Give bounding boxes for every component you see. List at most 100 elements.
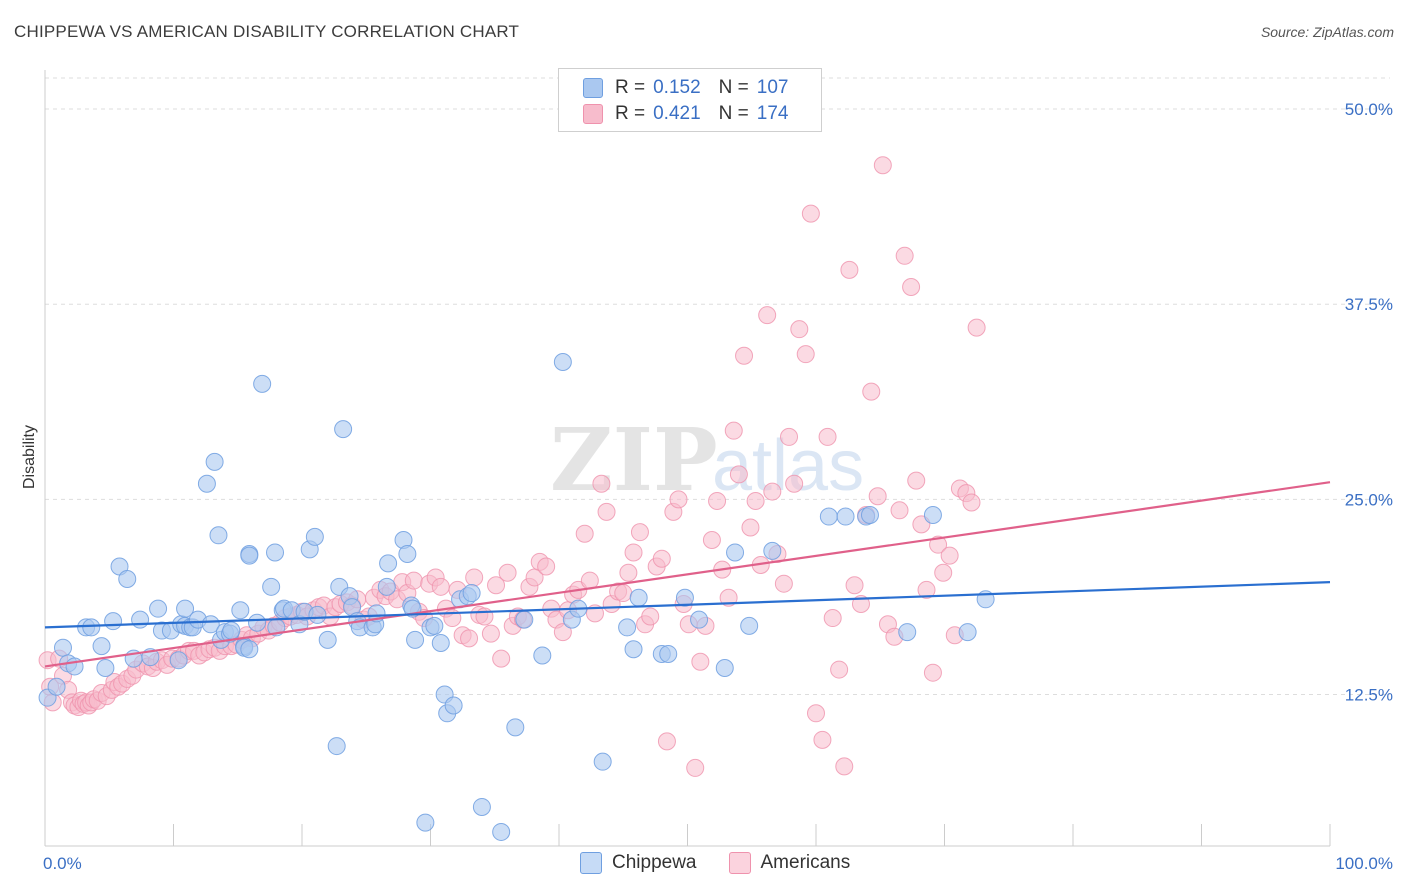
americans-point [724,421,743,440]
chart-title: CHIPPEWA VS AMERICAN DISABILITY CORRELAT… [14,22,520,41]
americans-point [823,609,842,628]
chippewa-point [472,797,491,816]
chippewa-point [819,507,838,526]
americans-point [460,629,479,648]
americans-point [735,346,754,365]
chippewa-point [506,718,525,737]
americans-point [840,260,859,279]
americans-point [835,757,854,776]
americans-point [537,557,556,576]
americans-point [929,535,948,554]
chippewa-point [305,527,324,546]
chippewa-point [308,605,327,624]
americans-point [624,543,643,562]
chippewa-point [327,737,346,756]
chippewa-point [53,638,72,657]
chippewa-point [763,541,782,560]
chippewa-point [131,610,150,629]
chippewa-point [197,474,216,493]
chippewa-point [398,545,417,564]
americans-point [890,501,909,520]
americans-point [741,518,760,537]
legend-r-label: R = [615,103,646,124]
americans-point [923,663,942,682]
americans-point [708,491,727,510]
chippewa-point [431,634,450,653]
trend-lines [44,481,1331,668]
chippewa-point [515,610,534,629]
chippewa-point [406,630,425,649]
chippewa-point [462,584,481,603]
americans-point [813,730,832,749]
chippewa-point [222,621,241,640]
chippewa-point [266,543,285,562]
chippewa-point [262,577,281,596]
chippewa-points [38,352,995,841]
americans-trend-line [44,481,1331,668]
chippewa-point [618,618,637,637]
chippewa-trend-line [44,581,1331,629]
y-tick-label: 50.0% [1345,100,1393,119]
americans-point [575,524,594,543]
chippewa-point [659,644,678,663]
americans-point [641,607,660,626]
chippewa-point [253,374,272,393]
americans-point [487,576,506,595]
chippewa-point [533,646,552,665]
chippewa-point [205,452,224,471]
chippewa-point [149,599,168,618]
americans-point [686,758,705,777]
y-tick-label: 25.0% [1345,490,1393,509]
americans-point [657,732,676,751]
chippewa-point [169,651,188,670]
x-tick-label: 0.0% [43,854,82,873]
americans-point [702,530,721,549]
chippewa-swatch [583,78,603,98]
legend-r-label: R = [615,77,646,98]
chippewa-point [209,526,228,545]
chippewa-point [492,822,511,841]
americans-point [774,574,793,593]
americans-point [917,580,936,599]
americans-point [691,652,710,671]
watermark: ZIP atlas [550,410,864,511]
americans-point [763,482,782,501]
chippewa-point [553,352,572,371]
americans-point [481,624,500,643]
chippewa-point [416,813,435,832]
chippewa-point [836,507,855,526]
americans-point [962,493,981,512]
chippewa-point [444,696,463,715]
stats-legend: R = 0.152 N = 107 R = 0.421 N = 174 [558,68,822,132]
legend-n-value: 174 [756,103,789,124]
chippewa-point [624,640,643,659]
americans-point [597,502,616,521]
americans-point [404,571,423,590]
americans-point [902,278,921,297]
chippewa-point [860,505,879,524]
x-tick-label: 100.0% [1335,854,1393,873]
legend-item-chippewa[interactable]: Chippewa [580,852,697,874]
chippewa-point [629,588,648,607]
legend-r-value: 0.421 [653,103,701,124]
americans-point [785,474,804,493]
chippewa-point [47,677,66,696]
americans-point [492,649,511,668]
americans-point [801,204,820,223]
americans-point [807,704,825,723]
legend-item-americans[interactable]: Americans [728,852,850,874]
chippewa-point [715,659,734,678]
chippewa-point [240,546,259,565]
series-legend: Chippewa Americans [580,852,882,874]
chippewa-point [240,640,259,659]
axis-layer: 12.5% 25.0% 37.5% 50.0% 0.0% 100.0% [43,70,1393,873]
legend-n-label: N = [718,103,749,124]
americans-point [619,563,638,582]
americans-point [652,549,671,568]
americans-point [868,487,887,506]
legend-n-label: N = [718,77,749,98]
legend-row-chippewa: R = 0.152 N = 107 [583,76,788,100]
americans-point [592,474,611,493]
americans-point [830,660,849,679]
